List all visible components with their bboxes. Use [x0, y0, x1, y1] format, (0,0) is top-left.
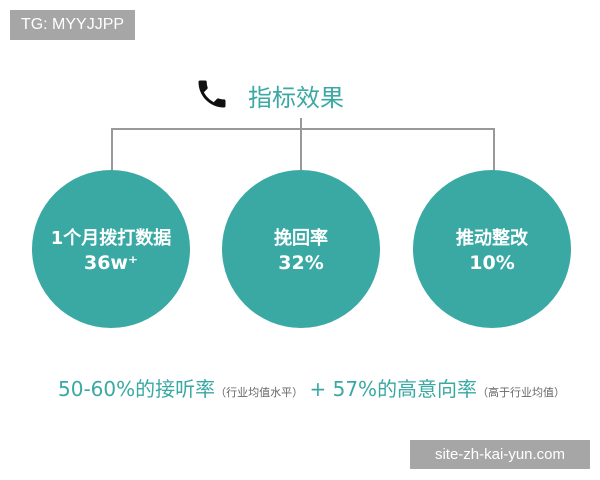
metric-value: 32%: [278, 252, 324, 274]
metric-value: 36w⁺: [83, 252, 139, 274]
metric-circle-recovery: 挽回率 32%: [222, 170, 380, 328]
metric-label: 挽回率: [274, 228, 328, 249]
metric-value: 10%: [469, 252, 515, 274]
metric-label: 1个月拨打数据: [50, 228, 172, 249]
metric-circle-calls: 1个月拨打数据 36w⁺: [32, 170, 190, 328]
connector-stem: [300, 118, 302, 129]
plus-sign: +: [309, 377, 327, 401]
metric-circle-rectify: 推动整改 10%: [413, 170, 571, 328]
metric-label: 推动整改: [456, 228, 528, 249]
intent-rate-note: （高于行业均值）: [477, 386, 566, 399]
diagram-title: 指标效果: [248, 84, 344, 112]
connector-left: [111, 128, 113, 172]
connector-middle: [300, 128, 302, 172]
watermark-top: TG: MYYJJPP: [10, 10, 135, 40]
watermark-bottom: site-zh-kai-yun.com: [410, 440, 590, 469]
connector-right: [493, 128, 495, 172]
connector-horizontal: [111, 128, 495, 130]
phone-icon: [198, 80, 226, 108]
answer-rate: 50-60%的接听率: [58, 377, 216, 401]
answer-rate-note: （行业均值水平）: [215, 386, 304, 399]
intent-rate: 57%的高意向率: [332, 377, 478, 401]
summary-line: 50-60%的接听率（行业均值水平） + 57%的高意向率（高于行业均值）: [58, 373, 565, 402]
